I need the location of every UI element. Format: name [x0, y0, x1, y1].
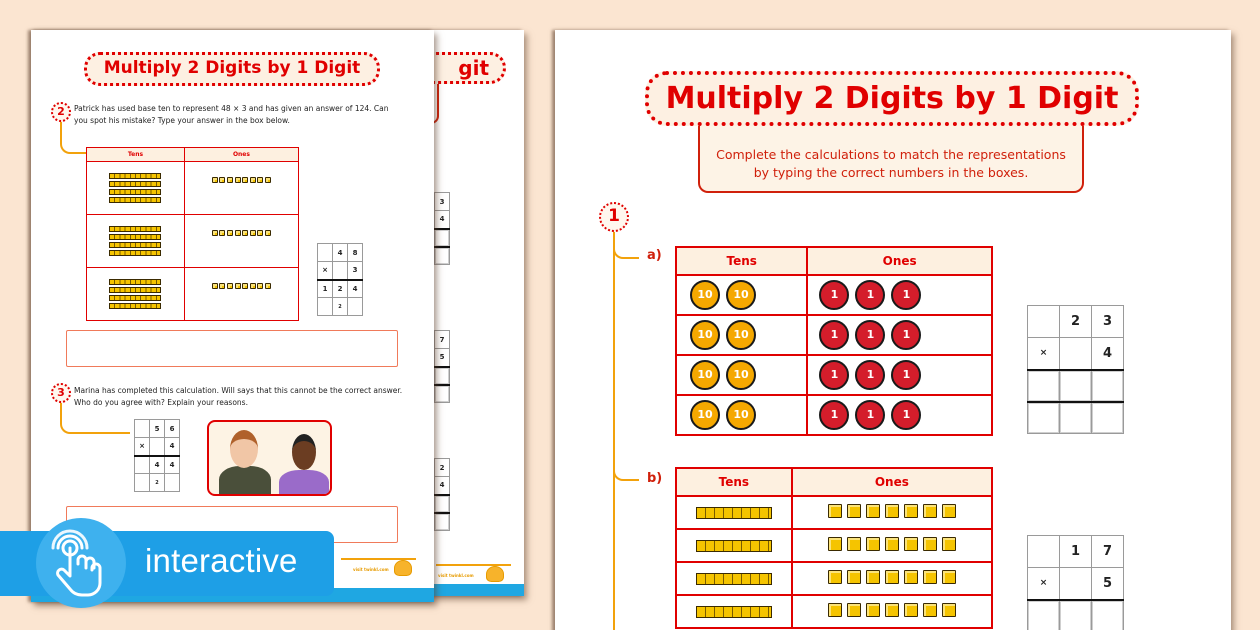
answer-cell-ones[interactable] — [1091, 598, 1124, 630]
answer-cell[interactable] — [434, 227, 450, 247]
ones-cell — [790, 594, 994, 629]
ones-cell — [790, 528, 994, 563]
interactive-badge: interactive — [0, 518, 334, 608]
tens-cell — [675, 495, 793, 530]
question-2-connector — [60, 122, 86, 154]
answer-cell-tens[interactable] — [1059, 598, 1092, 630]
boy-head — [230, 430, 258, 468]
tens-cell — [86, 161, 185, 215]
boy-character — [219, 466, 271, 494]
answer-cell[interactable] — [434, 365, 450, 385]
twinkl-logo-icon — [394, 560, 412, 576]
twinkl-logo-icon — [486, 566, 504, 582]
answer-cell[interactable] — [434, 245, 450, 265]
carry-cell-tens[interactable] — [1059, 400, 1092, 434]
footer-url: visit twinkl.com — [353, 567, 389, 572]
tens-cell: 10 10 — [674, 394, 809, 436]
worksheet-page-left: Multiply 2 Digits by 1 Digit 2 Patrick h… — [31, 30, 434, 602]
carry-cell-ones[interactable] — [1091, 400, 1124, 434]
question-number-2: 2 — [51, 102, 71, 122]
carry-cell-hundreds[interactable] — [1027, 400, 1060, 434]
question-2-text: Patrick has used base ten to represent 4… — [74, 104, 389, 125]
answer-cell-ones[interactable] — [1091, 368, 1124, 402]
footer-rule — [341, 558, 416, 560]
girl-head — [292, 434, 316, 470]
part-b-label: b) — [647, 471, 663, 486]
page-title: Multiply 2 Digits by 1 Digit — [84, 52, 380, 86]
footer-url: visit twinkl.com — [438, 573, 474, 578]
part-b-connector — [613, 460, 639, 481]
question-1-line — [613, 232, 615, 630]
tens-cell — [675, 594, 793, 629]
answer-cell-hundreds[interactable] — [1027, 368, 1060, 402]
tens-cell — [675, 528, 793, 563]
ones-cell — [790, 495, 994, 530]
page-title: Multiply 2 Digits by 1 Digit — [645, 71, 1139, 126]
place-value-table-q2: Tens Ones — [86, 147, 300, 321]
tens-cell — [86, 267, 185, 321]
answer-cell-tens[interactable] — [1059, 368, 1092, 402]
worksheet-page-right: Complete the calculations to match the r… — [555, 30, 1231, 630]
question-3-connector — [60, 403, 130, 434]
place-value-table-b: Tens Ones — [675, 467, 994, 629]
ones-cell — [183, 267, 300, 321]
tens-cell — [675, 561, 793, 596]
ones-cell — [790, 561, 994, 596]
part-a-connector — [613, 238, 639, 259]
tens-cell: 10 10 — [674, 274, 809, 316]
tens-cell — [86, 214, 185, 268]
answer-cell[interactable] — [434, 493, 450, 513]
answer-cell[interactable] — [434, 383, 450, 403]
tens-cell: 10 10 — [674, 314, 809, 356]
girl-character — [279, 470, 329, 494]
question-number-3: 3 — [51, 383, 71, 403]
tens-cell: 10 10 — [674, 354, 809, 396]
part-a-label: a) — [647, 248, 662, 263]
answer-cell[interactable] — [434, 511, 450, 531]
footer-rule — [436, 564, 511, 566]
tap-hand-icon — [51, 529, 102, 597]
ones-cell — [183, 214, 300, 268]
ones-cell — [183, 161, 300, 215]
characters-illustration — [207, 420, 332, 496]
answer-textbox-q2[interactable] — [66, 330, 398, 367]
answer-cell-hundreds[interactable] — [1027, 598, 1060, 630]
badge-label: interactive — [145, 542, 298, 579]
question-3-text: Marina has completed this calculation. W… — [74, 386, 403, 407]
question-number-1: 1 — [599, 202, 629, 232]
badge-circle — [36, 518, 126, 608]
